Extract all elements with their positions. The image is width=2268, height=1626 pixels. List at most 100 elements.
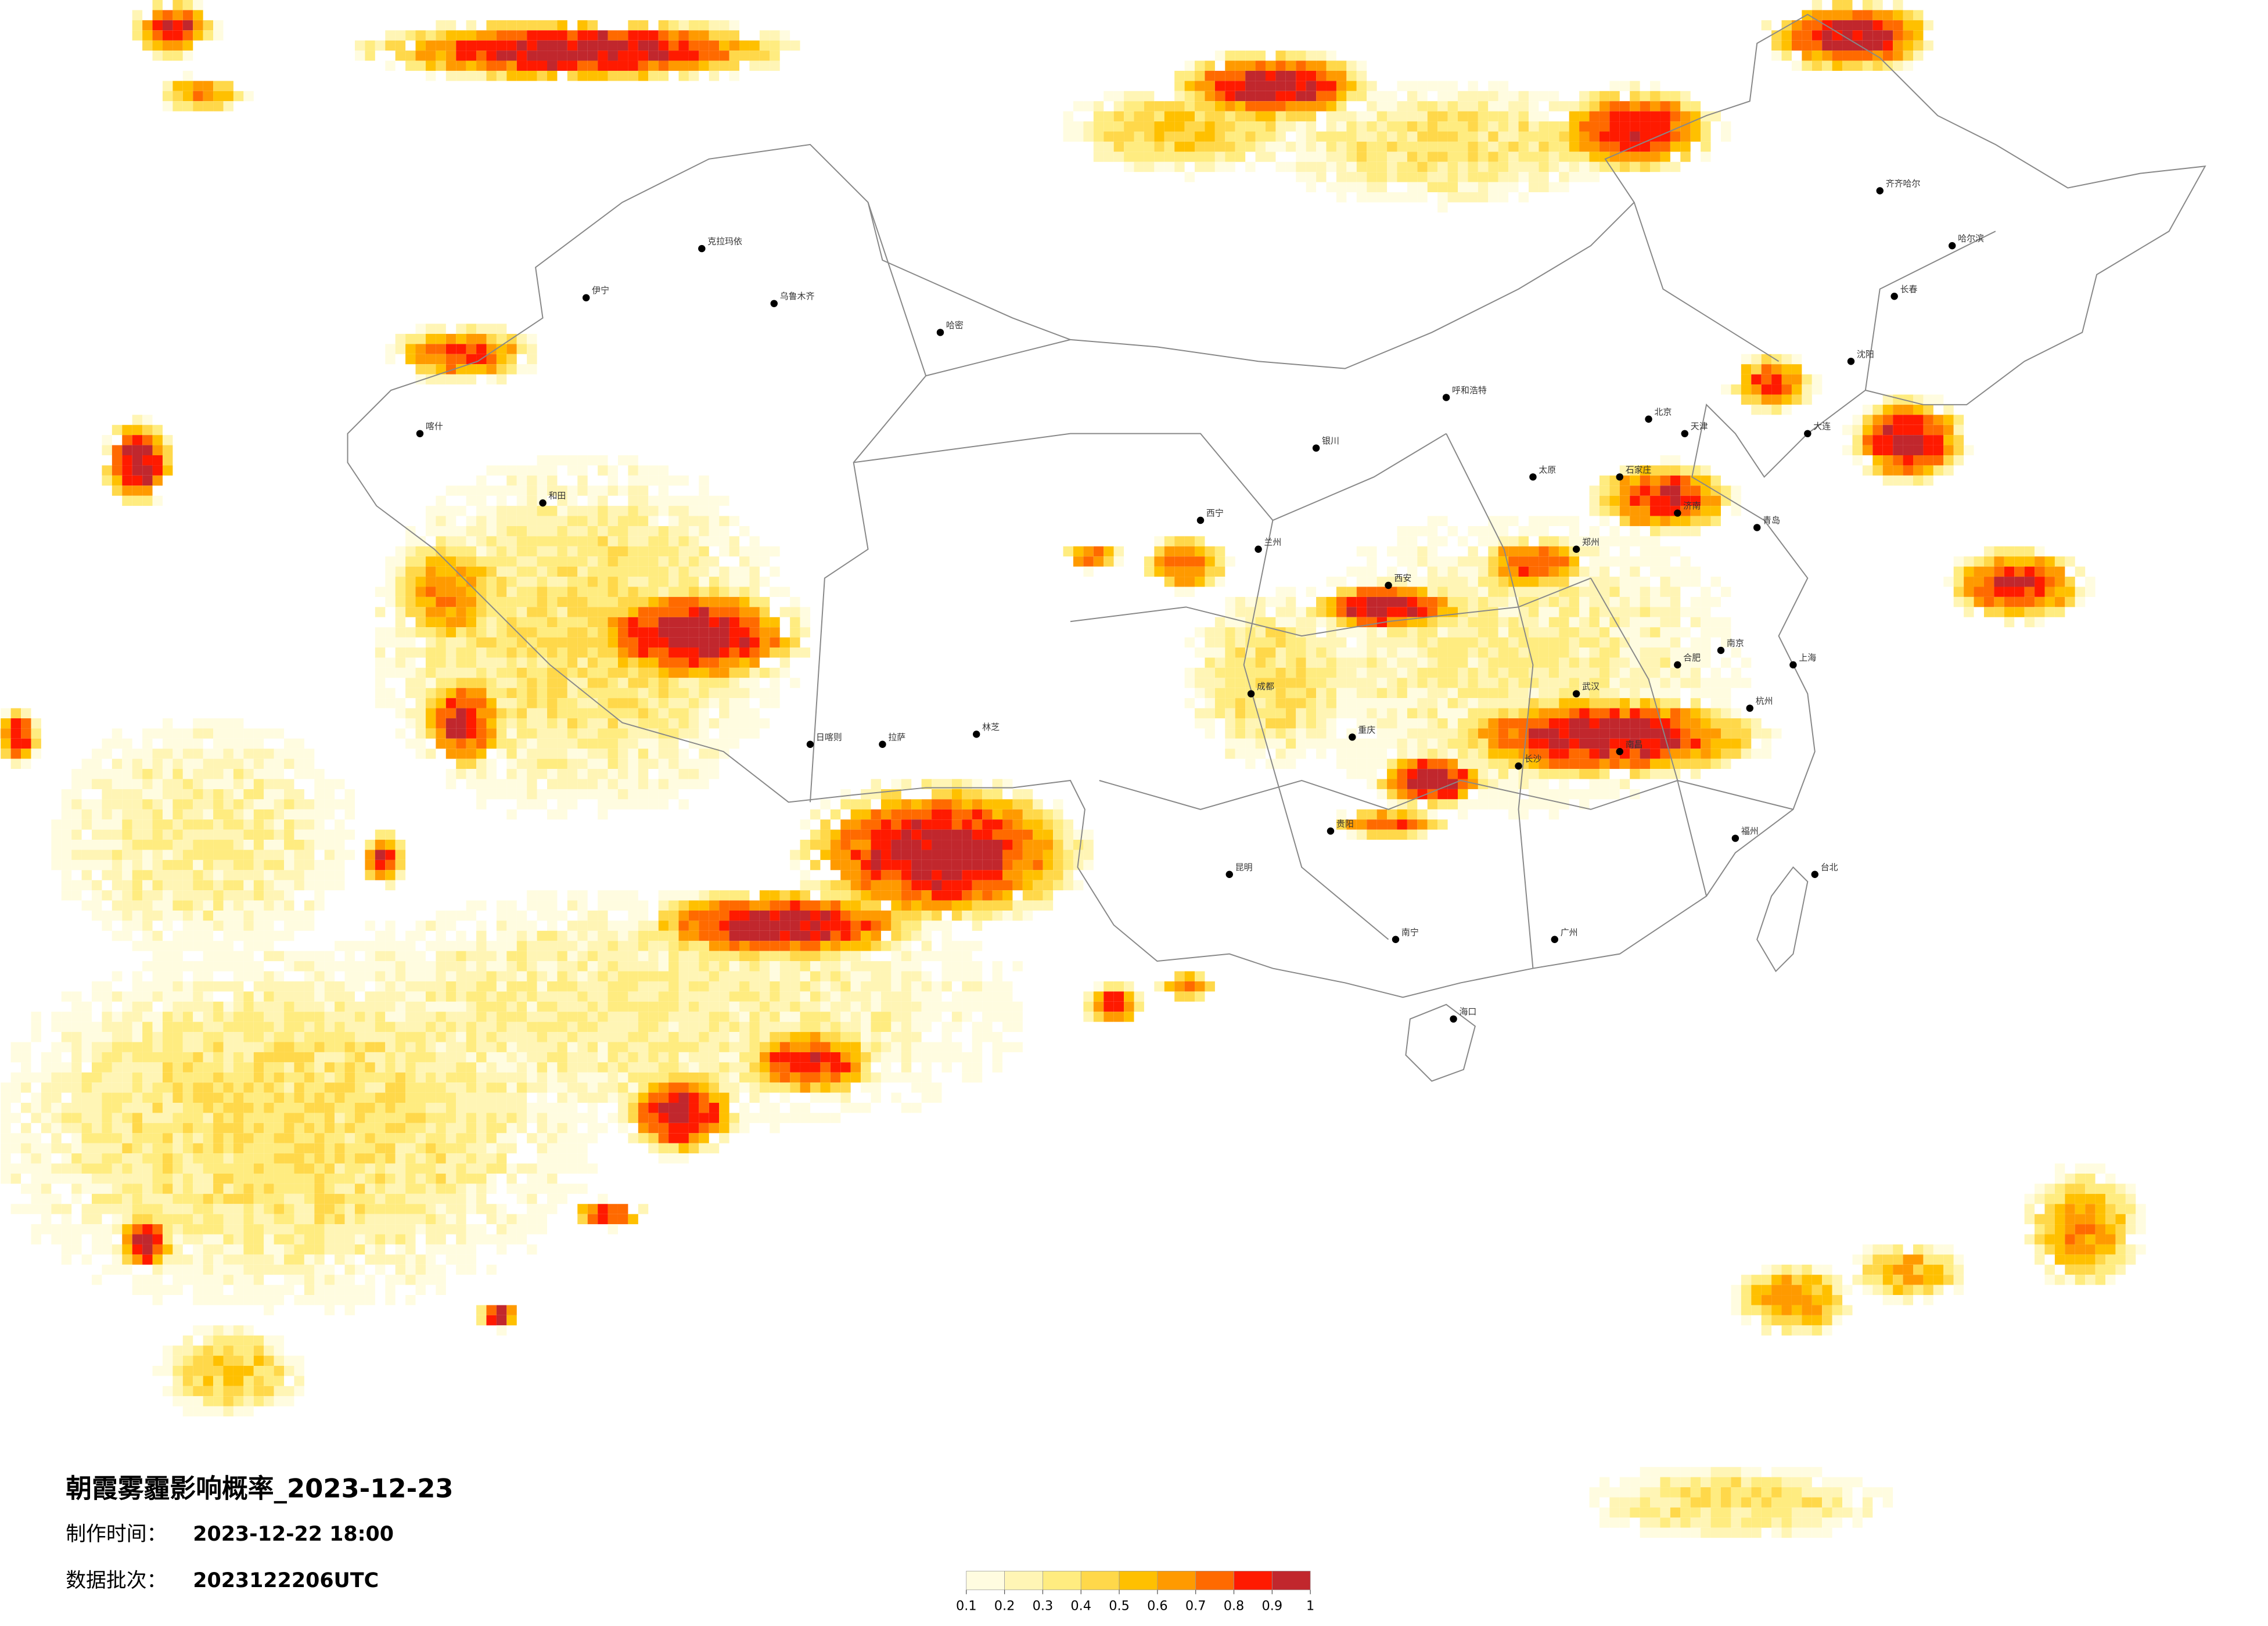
field-cell: [385, 1032, 396, 1042]
field-cell: [486, 354, 497, 365]
field-cell: [193, 1032, 203, 1042]
field-cell: [1205, 577, 1215, 587]
field-cell: [172, 1012, 183, 1022]
field-cell: [354, 1012, 365, 1022]
field-cell: [739, 1052, 750, 1063]
field-cell: [668, 1082, 679, 1093]
field-cell: [445, 627, 457, 638]
field-cell: [425, 1012, 436, 1022]
field-cell: [982, 819, 993, 830]
field-cell: [425, 587, 436, 597]
field-cell: [1346, 596, 1357, 607]
field-cell: [921, 900, 932, 911]
field-cell: [132, 20, 143, 31]
field-cell: [901, 829, 912, 840]
field-cell: [1387, 587, 1397, 597]
field-cell: [395, 1082, 406, 1093]
field-cell: [506, 1042, 517, 1052]
field-cell: [405, 738, 416, 749]
field-cell: [1548, 577, 1559, 587]
field-cell: [445, 1082, 457, 1093]
field-cell: [1367, 587, 1377, 597]
field-cell: [1083, 546, 1094, 557]
field-cell: [598, 526, 608, 537]
field-cell: [466, 70, 477, 81]
field-cell: [436, 1163, 446, 1174]
field-cell: [1953, 587, 1964, 597]
field-cell: [1710, 516, 1721, 526]
field-cell: [365, 870, 375, 880]
field-cell: [102, 475, 112, 486]
field-cell: [344, 1295, 355, 1305]
field-cell: [1022, 789, 1033, 800]
field-cell: [294, 1082, 304, 1093]
field-cell: [810, 1062, 821, 1073]
field-cell: [142, 1173, 153, 1184]
field-cell: [749, 1072, 760, 1083]
field-cell: [496, 536, 507, 546]
field-cell: [2044, 587, 2055, 597]
field-cell: [729, 51, 740, 61]
field-cell: [466, 637, 477, 648]
field-cell: [992, 900, 1003, 911]
field-cell: [800, 627, 810, 638]
field-cell: [466, 749, 477, 759]
field-cell: [598, 546, 608, 557]
field-cell: [1407, 627, 1418, 638]
field-cell: [1589, 749, 1600, 759]
field-cell: [709, 587, 720, 597]
field-cell: [891, 900, 901, 911]
field-cell: [415, 951, 426, 962]
field-cell: [638, 596, 649, 607]
field-cell: [61, 1032, 72, 1042]
field-cell: [506, 647, 517, 658]
field-cell: [1498, 577, 1509, 587]
field-cell: [395, 840, 406, 850]
field-cell: [668, 1062, 679, 1073]
field-cell: [193, 10, 203, 20]
field-cell: [294, 1133, 304, 1143]
field-cell: [638, 617, 649, 628]
field-cell: [314, 1173, 325, 1184]
field-cell: [335, 1052, 345, 1063]
field-cell: [304, 1143, 315, 1154]
field-cell: [375, 698, 386, 708]
field-cell: [314, 1092, 325, 1103]
field-cell: [537, 1103, 548, 1113]
field-cell: [688, 546, 699, 557]
field-cell: [456, 1072, 466, 1083]
field-cell: [1214, 577, 1225, 587]
field-cell: [81, 1001, 92, 1012]
field-cell: [415, 566, 426, 577]
field-cell: [1923, 394, 1933, 405]
field-cell: [385, 1143, 396, 1154]
field-cell: [557, 1103, 567, 1113]
field-cell: [375, 1143, 386, 1154]
field-cell: [182, 1143, 193, 1154]
field-cell: [749, 708, 760, 718]
field-cell: [1245, 60, 1256, 71]
field-cell: [506, 941, 517, 951]
field-cell: [658, 1103, 669, 1113]
field-cell: [61, 1204, 72, 1214]
field-cell: [1397, 819, 1407, 830]
field-cell: [972, 880, 983, 891]
field-cell: [648, 1103, 659, 1113]
field-cell: [678, 60, 689, 71]
field-cell: [1073, 546, 1084, 557]
field-cell: [496, 364, 507, 375]
field-cell: [425, 60, 436, 71]
field-cell: [567, 30, 578, 41]
field-cell: [577, 51, 588, 61]
field-cell: [1791, 20, 1802, 31]
field-cell: [638, 60, 649, 71]
field-cell: [375, 1082, 386, 1093]
field-cell: [274, 991, 285, 1002]
field-cell: [405, 1153, 416, 1164]
field-cell: [102, 1234, 112, 1244]
field-cell: [719, 941, 729, 951]
field-cell: [719, 890, 729, 901]
field-cell: [1701, 121, 1711, 132]
field-cell: [567, 789, 578, 800]
field-cell: [304, 1153, 315, 1164]
